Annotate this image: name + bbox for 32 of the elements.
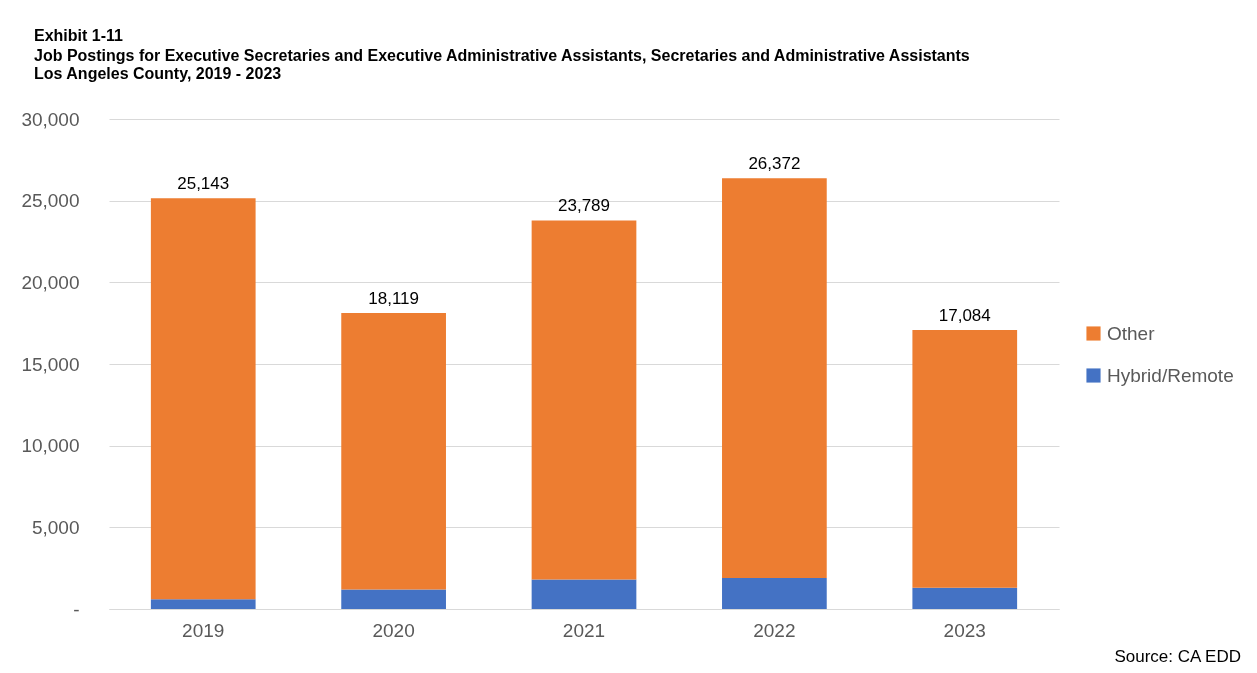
total-label: 18,119	[368, 289, 419, 309]
chart-title: Exhibit 1-11	[34, 27, 124, 44]
bar	[341, 589, 446, 609]
y-tick-label: 10,000	[21, 435, 80, 457]
total-label: 26,372	[748, 154, 801, 174]
x-tick-label: 2020	[372, 619, 415, 641]
y-tick-label: -	[73, 598, 80, 620]
bar	[722, 178, 827, 578]
bar	[341, 313, 446, 590]
y-tick-label: 15,000	[21, 353, 80, 375]
total-label: 17,084	[938, 305, 991, 325]
bar	[722, 577, 827, 609]
y-tick-label: 20,000	[21, 271, 80, 293]
total-label: 25,143	[177, 174, 230, 194]
source-note: Source: CA EDD	[1114, 647, 1241, 667]
total-label: 23,789	[558, 196, 610, 216]
bar	[150, 599, 256, 609]
bar	[531, 220, 637, 580]
legend-label: Hybrid/Remote	[1107, 364, 1234, 386]
bar	[150, 198, 256, 600]
y-tick-label: 5,000	[31, 516, 80, 538]
y-tick-label: 25,000	[21, 190, 80, 212]
x-tick-label: 2021	[562, 619, 606, 641]
bar	[912, 329, 1018, 588]
x-tick-label: 2022	[753, 619, 796, 641]
bar	[531, 579, 637, 609]
y-tick-label: 30,000	[21, 108, 80, 130]
x-tick-label: 2023	[943, 619, 986, 641]
legend-label: Other	[1107, 322, 1156, 344]
bar	[912, 587, 1018, 609]
chart-subtitle: Job Postings for Executive Secretaries and Executive Administrative Assistants, Secretaries and Administrative Assistants Los Angeles County, 2019 - 2023	[34, 47, 970, 82]
x-tick-label: 2019	[182, 619, 225, 641]
